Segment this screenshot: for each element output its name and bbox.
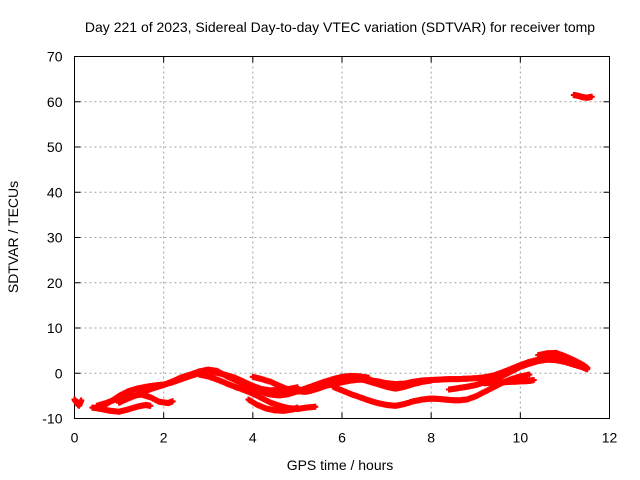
x-tick-label: 4: [249, 430, 257, 446]
x-tick-label: 12: [602, 430, 618, 446]
y-tick-label: 50: [47, 139, 63, 155]
data-point: [312, 403, 319, 410]
data-point: [588, 93, 595, 100]
y-tick-label: 60: [47, 94, 63, 110]
x-tick-label: 2: [160, 430, 168, 446]
data-point: [526, 371, 533, 378]
chart-title: Day 221 of 2023, Sidereal Day-to-day VTE…: [85, 19, 595, 35]
x-tick-label: 8: [427, 430, 435, 446]
x-axis-label: GPS time / hours: [287, 457, 394, 473]
grid: [74, 56, 610, 419]
data-point: [78, 397, 85, 404]
y-tick-label: 0: [55, 365, 63, 381]
x-tick-label: 10: [513, 430, 529, 446]
y-tick-label: 10: [47, 320, 63, 336]
y-tick-label: 30: [47, 230, 63, 246]
x-tick-label: 6: [338, 430, 346, 446]
data-points: [71, 92, 595, 415]
data-point: [294, 404, 301, 411]
data-point: [428, 377, 435, 384]
y-tick-label: 20: [47, 275, 63, 291]
y-tick-label: -10: [42, 411, 62, 427]
y-tick-label: 40: [47, 184, 63, 200]
y-tick-labels: -10 0 10 20 30 40 50 60 70: [42, 49, 62, 427]
x-tick-label: 0: [71, 430, 79, 446]
data-point: [169, 398, 176, 405]
y-axis-label: SDTVAR / TECUs: [5, 181, 21, 293]
data-point: [584, 365, 591, 372]
y-tick-label: 70: [47, 49, 63, 65]
x-tick-labels: 0 2 4 6 8 10 12: [71, 430, 618, 446]
axis-ticks: [74, 56, 610, 419]
data-point: [147, 402, 154, 409]
data-point: [530, 377, 537, 383]
